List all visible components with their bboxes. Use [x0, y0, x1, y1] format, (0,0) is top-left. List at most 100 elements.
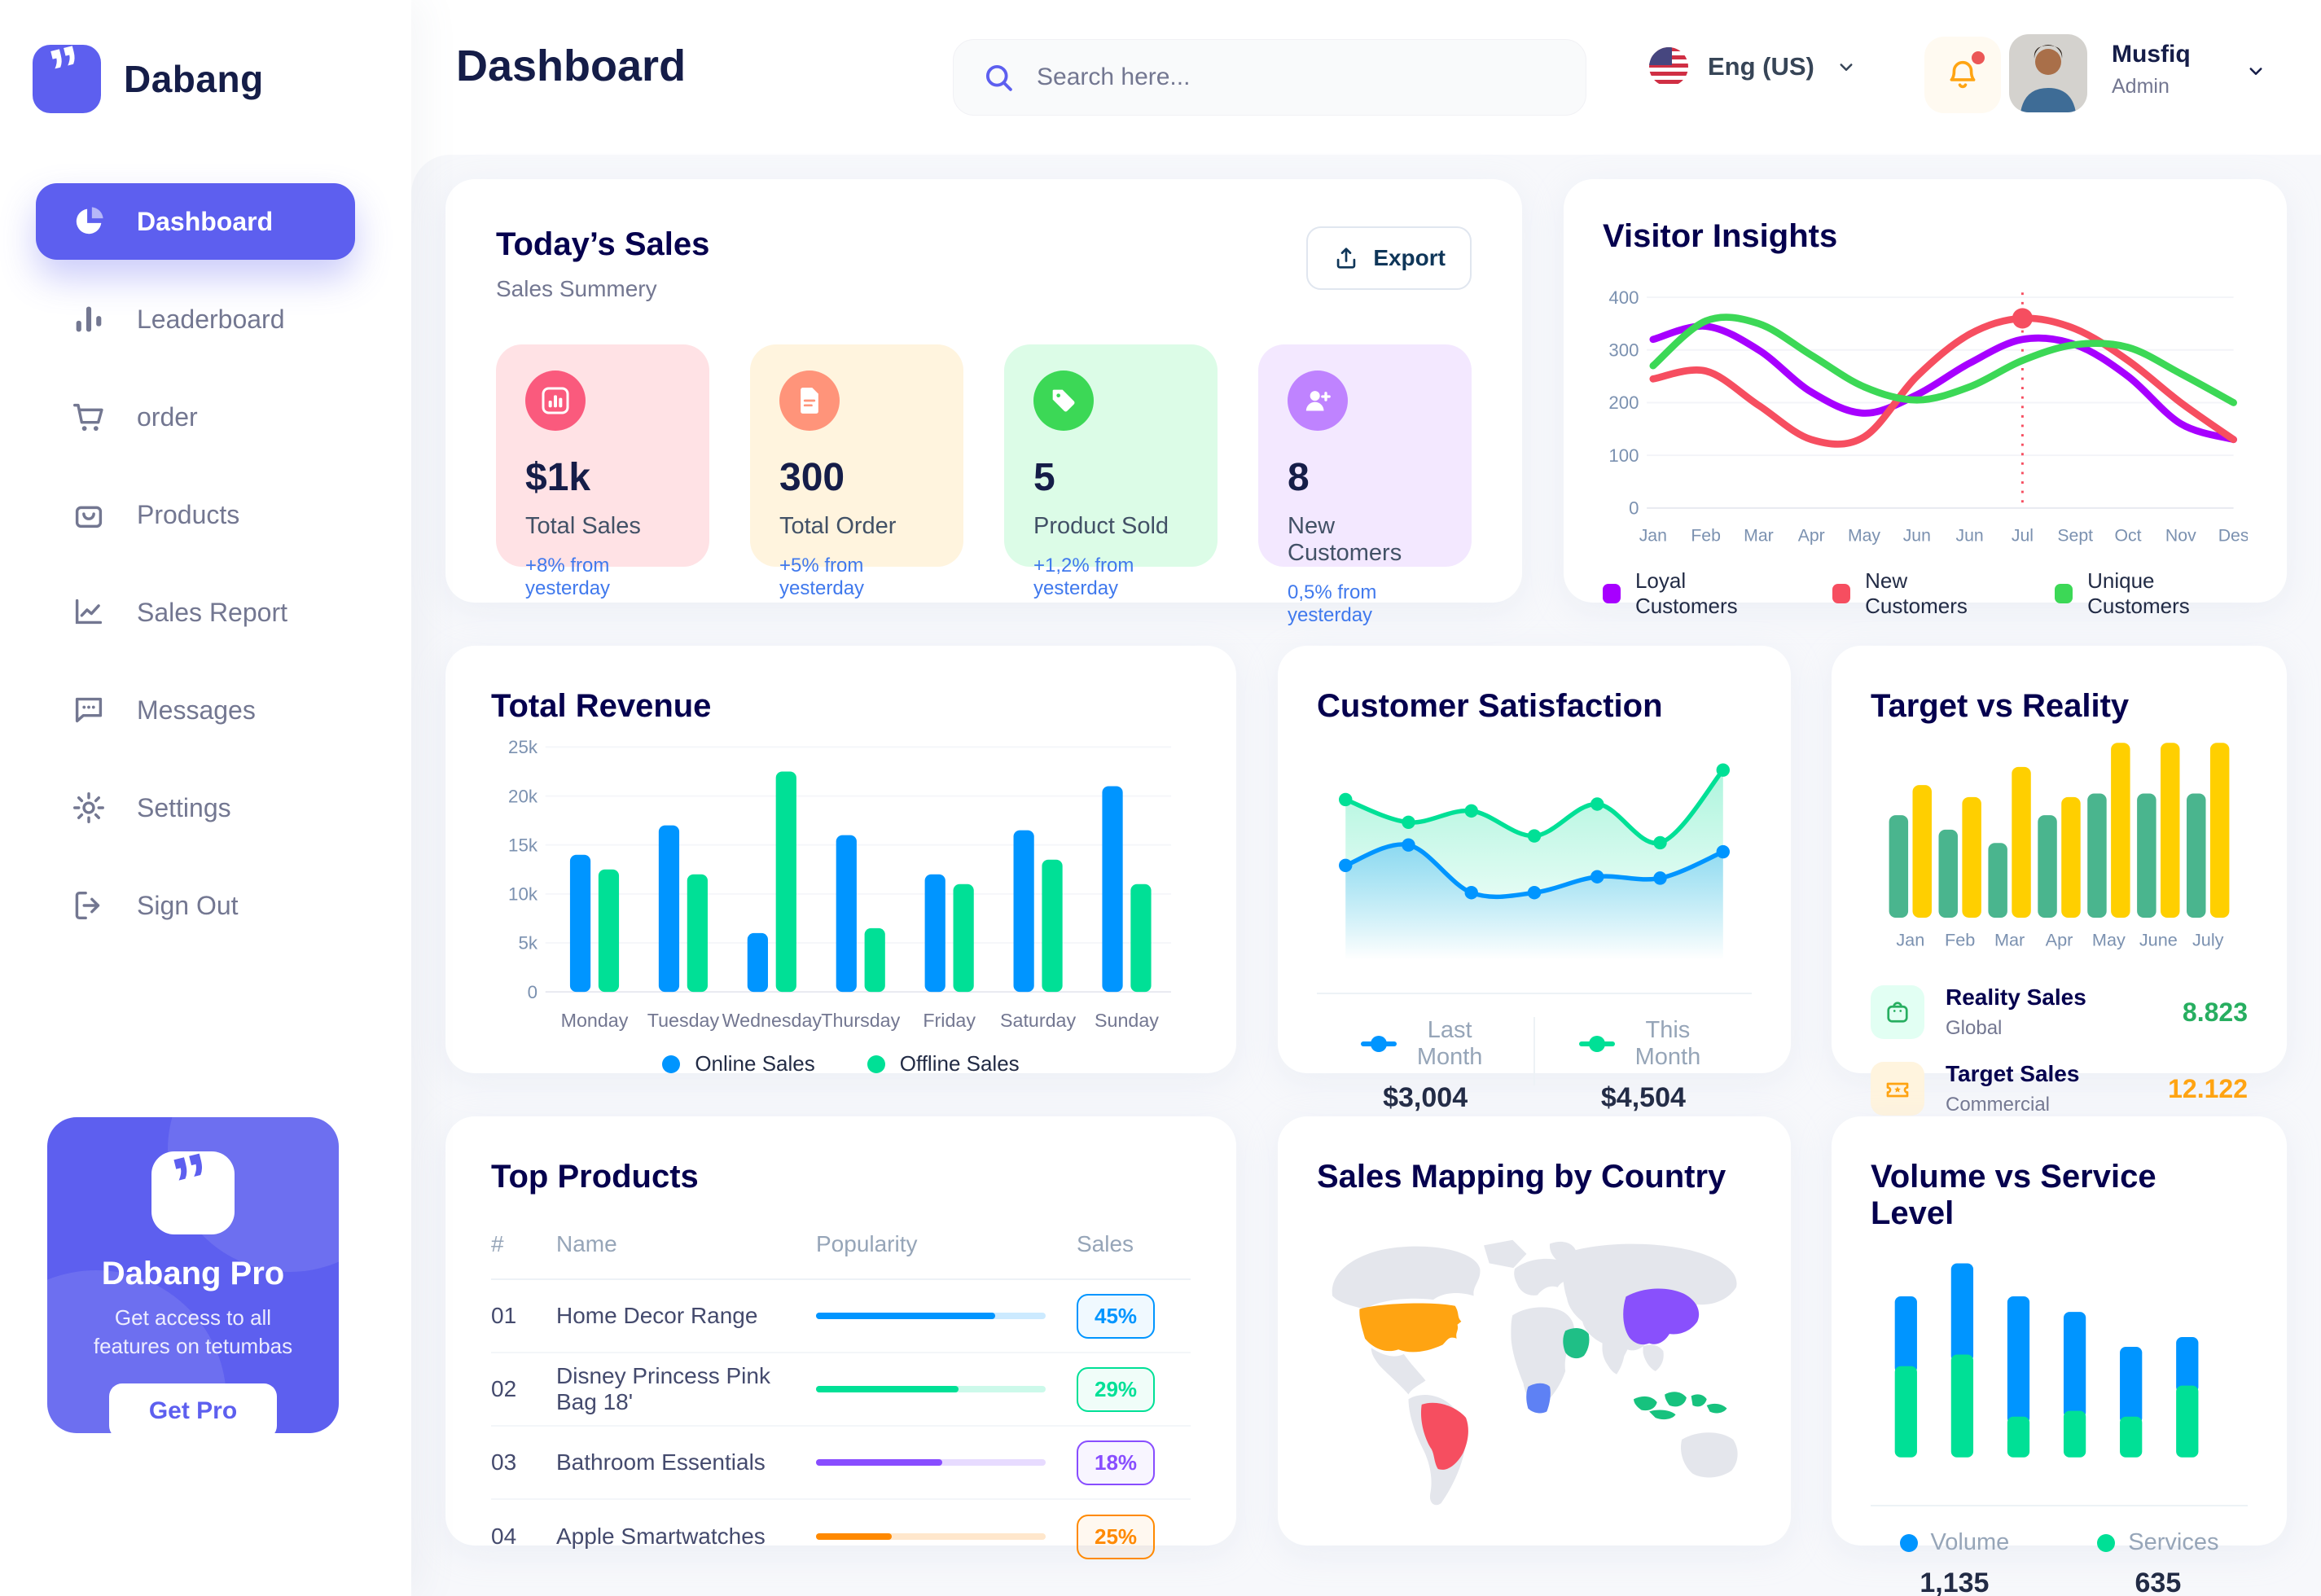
- country-china[interactable]: [1623, 1288, 1700, 1345]
- language-label: Eng (US): [1708, 52, 1814, 81]
- messages-chat-icon: [75, 697, 103, 723]
- col-num: #: [491, 1231, 504, 1256]
- products-bag-icon: [75, 506, 103, 528]
- language-selector[interactable]: Eng (US): [1649, 47, 1858, 86]
- svg-text:10k: 10k: [508, 884, 538, 905]
- sidebar-item-order[interactable]: order: [36, 379, 355, 455]
- country-brazil[interactable]: [1420, 1402, 1468, 1470]
- export-button[interactable]: Export: [1306, 226, 1472, 290]
- search-box[interactable]: [953, 39, 1586, 116]
- svg-text:Jun: Jun: [1955, 525, 1983, 545]
- export-icon: [1337, 248, 1356, 269]
- legend-item: Reality Sales Global 8.823: [1871, 984, 2248, 1040]
- stat-delta: +8% from yesterday: [525, 555, 611, 599]
- stat-label: Product Sold: [1033, 513, 1169, 539]
- customer-satisfaction-title: Customer Satisfaction: [1317, 688, 1663, 724]
- customer-satisfaction-legend: Last Month $3,004 This Month $4,504: [1317, 1017, 1752, 1114]
- svg-text:0: 0: [1629, 498, 1639, 519]
- visitor-insights-card: Visitor Insights 0 100 200 300 400 Jan Feb Mar A…: [1564, 179, 2287, 618]
- popularity-bar: [816, 1386, 1046, 1392]
- top-products-title: Top Products: [491, 1159, 699, 1195]
- table-row: 02 Disney Princess Pink Bag 18' 29%: [491, 1353, 1191, 1427]
- avatar[interactable]: [2009, 34, 2087, 112]
- todays-sales-title: Today’s Sales: [496, 226, 710, 262]
- legend-swatch: [1603, 584, 1621, 603]
- get-pro-button[interactable]: Get Pro: [109, 1383, 277, 1433]
- legend-swatch: [2055, 584, 2073, 603]
- stat-chart-icon: [525, 370, 586, 431]
- total-revenue-title: Total Revenue: [491, 688, 712, 724]
- sidebar-item-label: Products: [137, 499, 240, 529]
- bell-icon: [1950, 60, 1976, 89]
- stat-user-plus-icon: [1305, 391, 1331, 411]
- target-vs-reality-card: Target vs Reality Jan Feb Mar Apr May June Jul…: [1832, 646, 2287, 1116]
- stat-label: Total Order: [779, 513, 897, 539]
- svg-text:May: May: [1848, 525, 1880, 545]
- bag-icon: [1887, 1002, 1908, 1023]
- search-icon: [985, 64, 1012, 91]
- stat-file-icon: [779, 370, 840, 431]
- sidebar-item-settings[interactable]: Settings: [36, 770, 355, 846]
- svg-text:Oct: Oct: [2114, 525, 2141, 545]
- sidebar-item-products[interactable]: Products: [36, 476, 355, 553]
- stats-row: $1k Total Sales +8% from yesterday 300 Total…: [496, 344, 1472, 626]
- sign-out-icon: [75, 891, 100, 920]
- user-menu-chevron-icon[interactable]: [2244, 59, 2268, 83]
- user-block[interactable]: Musfiq Admin: [2112, 41, 2191, 99]
- top-products-rows: 01 Home Decor Range 45% 02 Disney Princess P…: [491, 1280, 1191, 1573]
- todays-sales-subtitle: Sales Summery: [496, 276, 657, 301]
- avatar-image: [2009, 34, 2087, 112]
- divider: [1871, 1505, 2248, 1506]
- stat-value: 5: [1033, 456, 1055, 499]
- bag-icon: [1871, 985, 1924, 1039]
- chevron-down-icon: [1840, 64, 1853, 71]
- volume-vs-service-legend: Volume 1,135 Services 635: [1871, 1529, 2248, 1596]
- sidebar-item-sign-out[interactable]: Sign Out: [36, 867, 355, 944]
- legend-item: Last Month $3,004: [1317, 1017, 1533, 1114]
- sidebar-item-sales-report[interactable]: Sales Report: [36, 574, 355, 651]
- svg-text:Feb: Feb: [1691, 525, 1721, 545]
- sidebar-item-leaderboard[interactable]: Leaderboard: [36, 281, 355, 357]
- product-num: 01: [491, 1303, 517, 1328]
- topbar: Dashboard Eng (US): [411, 0, 2321, 155]
- sales-mapping-title: Sales Mapping by Country: [1317, 1159, 1726, 1195]
- search-input[interactable]: [1037, 64, 1558, 91]
- svg-text:Saturday: Saturday: [1000, 1010, 1076, 1031]
- total-revenue-card: Total Revenue 0 5k 10k 15k 20k 25k Monday Tuesd…: [445, 646, 1236, 1076]
- legend-item: This Month $4,504: [1535, 1017, 1752, 1114]
- country-indonesia[interactable]: [1634, 1392, 1727, 1420]
- sidebar-item-dashboard[interactable]: Dashboard: [36, 183, 355, 260]
- country-dr-congo[interactable]: [1526, 1383, 1551, 1414]
- visitor-insights-legend: Loyal Customers New Customers Unique Custo…: [1603, 568, 2248, 619]
- legend-value: 635: [2135, 1568, 2182, 1596]
- sidebar-item-messages[interactable]: Messages: [36, 672, 355, 748]
- svg-text:Friday: Friday: [923, 1010, 976, 1031]
- svg-text:400: 400: [1608, 287, 1639, 308]
- legend-value: 1,135: [1920, 1568, 1990, 1596]
- us-flag-icon: [1649, 47, 1688, 86]
- user-role: Admin: [2112, 75, 2170, 98]
- notifications-button[interactable]: [1924, 37, 2001, 113]
- customer-satisfaction-chart: [1339, 763, 1730, 960]
- svg-text:Jul: Jul: [2012, 525, 2034, 545]
- legend-item: Services 635: [2053, 1529, 2262, 1596]
- svg-text:June: June: [2139, 929, 2178, 949]
- country-saudi-arabia[interactable]: [1563, 1327, 1590, 1359]
- sidebar-item-label: order: [137, 401, 198, 432]
- legend-value: 8.823: [2182, 997, 2248, 1027]
- table-row: 04 Apple Smartwatches 25%: [491, 1500, 1191, 1573]
- svg-text:Wednesday: Wednesday: [722, 1010, 823, 1031]
- svg-text:100: 100: [1608, 445, 1639, 466]
- dashboard-pie-icon: [76, 207, 103, 235]
- volume-vs-service-card: Volume vs Service Level Volume 1,135 Servi…: [1832, 1116, 2287, 1596]
- export-label: Export: [1373, 245, 1446, 270]
- customer-satisfaction-card: Customer Satisfaction Last Month $3,004 Th…: [1278, 646, 1791, 1113]
- notification-dot: [1972, 51, 1985, 64]
- svg-text:Mar: Mar: [1744, 525, 1774, 545]
- cart-icon: [73, 403, 103, 432]
- page-title: Dashboard: [456, 42, 687, 90]
- legend-dot: [662, 1054, 681, 1073]
- stat-file-icon: [801, 388, 818, 414]
- stat-value: 8: [1288, 456, 1310, 499]
- country-united-states[interactable]: [1359, 1303, 1462, 1353]
